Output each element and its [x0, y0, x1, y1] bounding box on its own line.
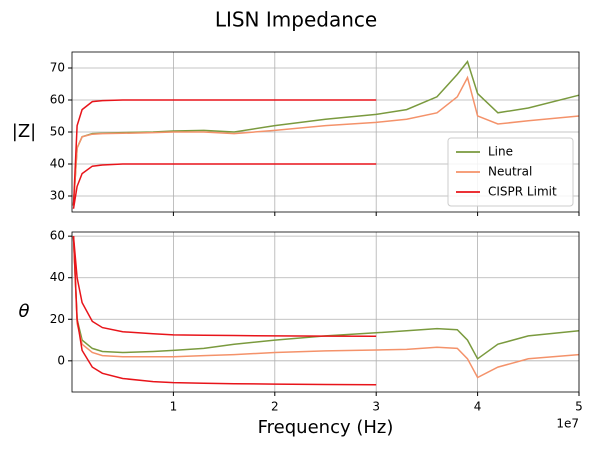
y-tick-label: 60	[50, 229, 65, 243]
series-line	[72, 236, 580, 360]
plot-frame	[71, 51, 580, 213]
series-line	[72, 163, 377, 209]
y-axis-label: θ	[18, 301, 29, 322]
y-axis-label: |Z|	[12, 121, 36, 142]
x-tick-label: 2	[271, 400, 279, 414]
y-tick-label: 50	[50, 125, 65, 139]
y-tick-label: 20	[50, 312, 65, 326]
series-line	[72, 99, 377, 206]
chart-title: LISN Impedance	[215, 8, 377, 32]
x-tick-label: 1	[170, 400, 178, 414]
x-axis-label: Frequency (Hz)	[258, 417, 394, 438]
legend-box	[447, 137, 574, 207]
legend-label: Neutral	[488, 165, 532, 179]
y-tick-label: 60	[50, 93, 65, 107]
plot-frame	[71, 231, 580, 393]
x-tick-label: 4	[474, 400, 482, 414]
x-tick-label: 5	[575, 400, 583, 414]
y-tick-label: 40	[50, 270, 65, 284]
y-tick-label: 0	[57, 353, 65, 367]
y-tick-label: 30	[50, 189, 65, 203]
series-line	[72, 75, 580, 206]
legend-label: Line	[488, 145, 513, 159]
legend-label: CISPR Limit	[488, 185, 557, 199]
x-tick-label: 3	[372, 400, 380, 414]
y-tick-label: 40	[50, 157, 65, 171]
series-line	[72, 236, 377, 386]
y-tick-label: 70	[50, 61, 65, 75]
series-line	[72, 236, 377, 338]
x-offset-label: 1e7	[556, 417, 579, 431]
series-line	[72, 236, 580, 379]
